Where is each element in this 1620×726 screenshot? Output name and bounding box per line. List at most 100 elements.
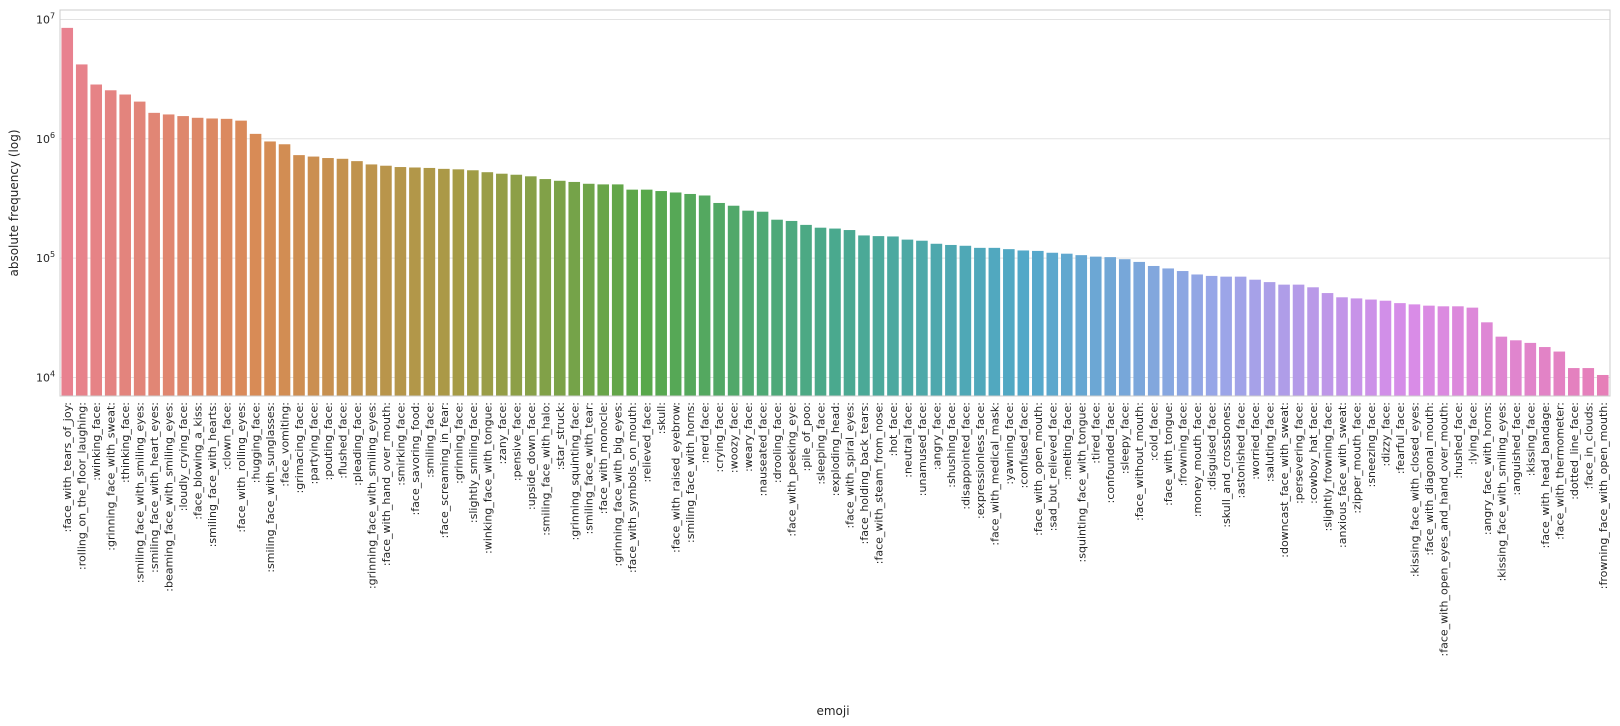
x-tick-label: :pouting_face: (322, 402, 335, 480)
x-tick-label: :downcast_face_with_sweat: (1278, 402, 1291, 558)
x-tick-label: :astonished_face: (1235, 402, 1248, 498)
bar (104, 90, 117, 397)
bar (640, 189, 653, 396)
x-tick-label: :frowning_face: (1177, 402, 1190, 486)
bar (307, 156, 320, 396)
x-tick-label: :confused_face: (1017, 402, 1030, 488)
x-tick-label: :sleeping_face: (815, 402, 828, 485)
x-tick-label: :woozy_face: (728, 402, 741, 473)
x-tick-label: :nauseated_face: (757, 402, 770, 496)
x-tick-label: :face_with_rolling_eyes: (235, 402, 248, 533)
bar (162, 114, 175, 396)
x-tick-label: :squinting_face_with_tongue: (1075, 402, 1088, 562)
bar (336, 158, 349, 396)
bar (785, 220, 798, 396)
x-tick-label: :expressionless_face: (974, 402, 987, 519)
bar (481, 172, 494, 396)
bar (278, 144, 291, 396)
x-tick-label: :smiling_face_with_smiling_eyes: (134, 402, 147, 583)
bar (394, 167, 407, 396)
x-tick-label: :angry_face_with_horns: (1481, 402, 1494, 535)
x-tick-label: :pleading_face: (351, 402, 364, 486)
x-tick-label: :smiling_face_with_horns: (684, 402, 697, 543)
bar (1495, 336, 1508, 396)
x-tick-label: :nerd_face: (699, 402, 712, 463)
bar (1220, 276, 1232, 396)
bar (423, 167, 436, 396)
bar (119, 94, 131, 397)
x-tick-label: :face_screaming_in_fear: (438, 402, 451, 538)
x-tick-label: :face_blowing_a_kiss: (192, 402, 205, 520)
bar (61, 27, 74, 397)
x-tick-label: :star_struck: (554, 402, 567, 470)
y-tick-label: 105 (36, 250, 55, 265)
bar (916, 240, 928, 396)
bar (1133, 261, 1145, 396)
bar (611, 184, 624, 396)
bar (829, 228, 841, 396)
x-tick-label: :tired_face: (1090, 402, 1103, 464)
bar (75, 64, 88, 396)
y-tick-label: 104 (36, 370, 55, 385)
bar (800, 224, 812, 396)
x-tick-label: :hugging_face: (250, 402, 263, 483)
bar (669, 192, 682, 396)
bar (220, 118, 233, 397)
y-tick-labels: 104 105 106 107 (36, 11, 55, 384)
bar (1205, 275, 1218, 396)
x-tick-label: :winking_face_with_tongue: (481, 402, 494, 554)
x-tick-label: :smiling_face_with_heart_eyes: (148, 402, 161, 573)
x-tick-label: :grimacing_face: (293, 402, 306, 493)
bar (582, 183, 595, 396)
x-tick-label: :disguised_face: (1206, 402, 1219, 491)
bar (1481, 322, 1493, 396)
x-tick-label: :pile_of_poo: (800, 402, 813, 471)
x-tick-label: :winking_face: (90, 402, 103, 481)
bar (90, 84, 103, 396)
bar (322, 158, 334, 396)
bar (1060, 253, 1073, 396)
bar (713, 202, 725, 396)
y-tick-label: 107 (36, 11, 55, 26)
bar (1553, 351, 1566, 396)
x-tick-label: :drooling_face: (771, 402, 784, 483)
x-tick-label: :anxious_face_with_sweat: (1336, 402, 1349, 548)
bar (1510, 340, 1522, 396)
x-tick-label: :exploding_head: (829, 402, 842, 496)
bar (1307, 287, 1319, 396)
x-tick-label: :smiling_face_with_sunglasses: (264, 402, 277, 573)
bar (945, 244, 957, 396)
bar (1321, 293, 1334, 396)
x-tick-label: :fearful_face: (1394, 402, 1407, 474)
x-tick-label: :shushing_face: (945, 402, 958, 488)
x-tick-label: :zany_face: (496, 402, 509, 464)
bar (1104, 257, 1117, 396)
bar (1191, 274, 1203, 396)
x-tick-label: :smiling_face_with_halo: (539, 402, 552, 536)
bar (380, 165, 392, 396)
x-tick-label: :kissing_face: (1524, 402, 1537, 476)
x-tick-label: :face_with_open_mouth: (1032, 402, 1045, 536)
x-tick-label: :confounded_face: (1104, 402, 1117, 503)
bar (655, 191, 667, 396)
bar (1162, 268, 1174, 396)
x-tick-label: :slightly_smiling_face: (467, 402, 480, 523)
x-tick-label: :face_with_hand_over_mouth: (380, 402, 393, 566)
x-tick-label: :hushed_face: (1452, 402, 1465, 479)
bar (901, 239, 914, 396)
x-tick-label: :face_with_steam_from_nose: (872, 402, 885, 564)
x-tick-label: :angry_face: (930, 402, 943, 470)
plot-frame (59, 9, 1611, 397)
bar (351, 161, 363, 396)
bar (887, 236, 899, 396)
x-tick-label: :face_with_tongue: (1162, 402, 1175, 506)
x-tick-label: :face_with_open_eyes_and_hand_over_mouth… (1437, 402, 1450, 657)
bar (814, 227, 827, 396)
x-tick-label: :face_with_raised_eyebrow: (670, 402, 683, 553)
bar (1539, 347, 1551, 396)
bar (1423, 305, 1435, 396)
x-tick-label: :face_holding_back_tears: (858, 402, 871, 544)
bar (1147, 265, 1160, 396)
bar (177, 116, 189, 397)
x-tick-label: :face_with_monocle: (597, 402, 610, 514)
